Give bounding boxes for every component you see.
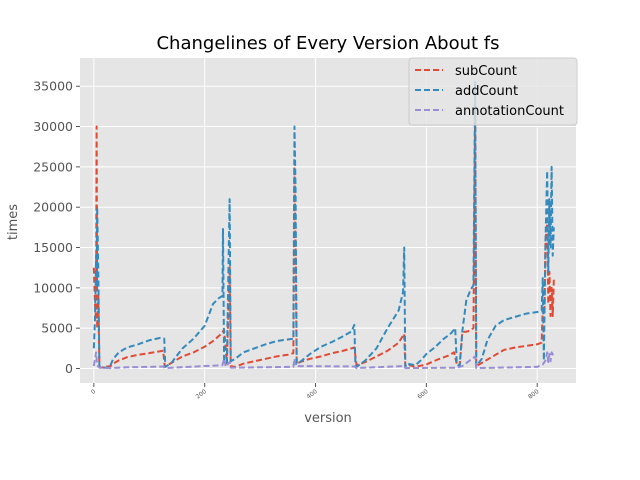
y-tick-label: 10000 xyxy=(33,280,73,295)
y-tick-label: 30000 xyxy=(33,119,73,134)
y-tick-label: 20000 xyxy=(33,200,73,215)
y-tick-label: 15000 xyxy=(33,240,73,255)
legend-label-annotationCount: annotationCount xyxy=(455,104,564,119)
x-tick-label: 600 xyxy=(416,388,429,401)
y-tick-label: 25000 xyxy=(33,159,73,174)
legend-label-addCount: addCount xyxy=(455,84,518,99)
series-line-annotationCount xyxy=(92,351,555,370)
y-tick-label: 0 xyxy=(65,361,73,376)
y-axis-label: times xyxy=(6,204,21,240)
x-tick-label: 400 xyxy=(305,388,318,401)
y-axis-ticks: 0 5000 10000 15000 20000 25000 30000 35000 xyxy=(33,79,80,376)
x-tick-label: 800 xyxy=(527,388,540,401)
legend-box xyxy=(408,57,578,126)
y-tick-label: 5000 xyxy=(41,321,73,336)
x-axis-ticks: 0 200 400 600 800 xyxy=(90,383,541,401)
legend-label-subCount: subCount xyxy=(455,64,517,79)
chart-title: Changelines of Every Version About fs xyxy=(156,33,499,54)
x-tick-label: 0 xyxy=(90,388,97,396)
legend: subCount addCount annotationCount xyxy=(408,57,578,126)
grid-lines xyxy=(80,58,576,383)
x-axis-label: version xyxy=(304,411,352,426)
series-layer xyxy=(92,81,555,370)
x-tick-label: 200 xyxy=(195,388,208,401)
series-line-subCount xyxy=(92,109,555,369)
y-tick-label: 35000 xyxy=(33,79,73,94)
